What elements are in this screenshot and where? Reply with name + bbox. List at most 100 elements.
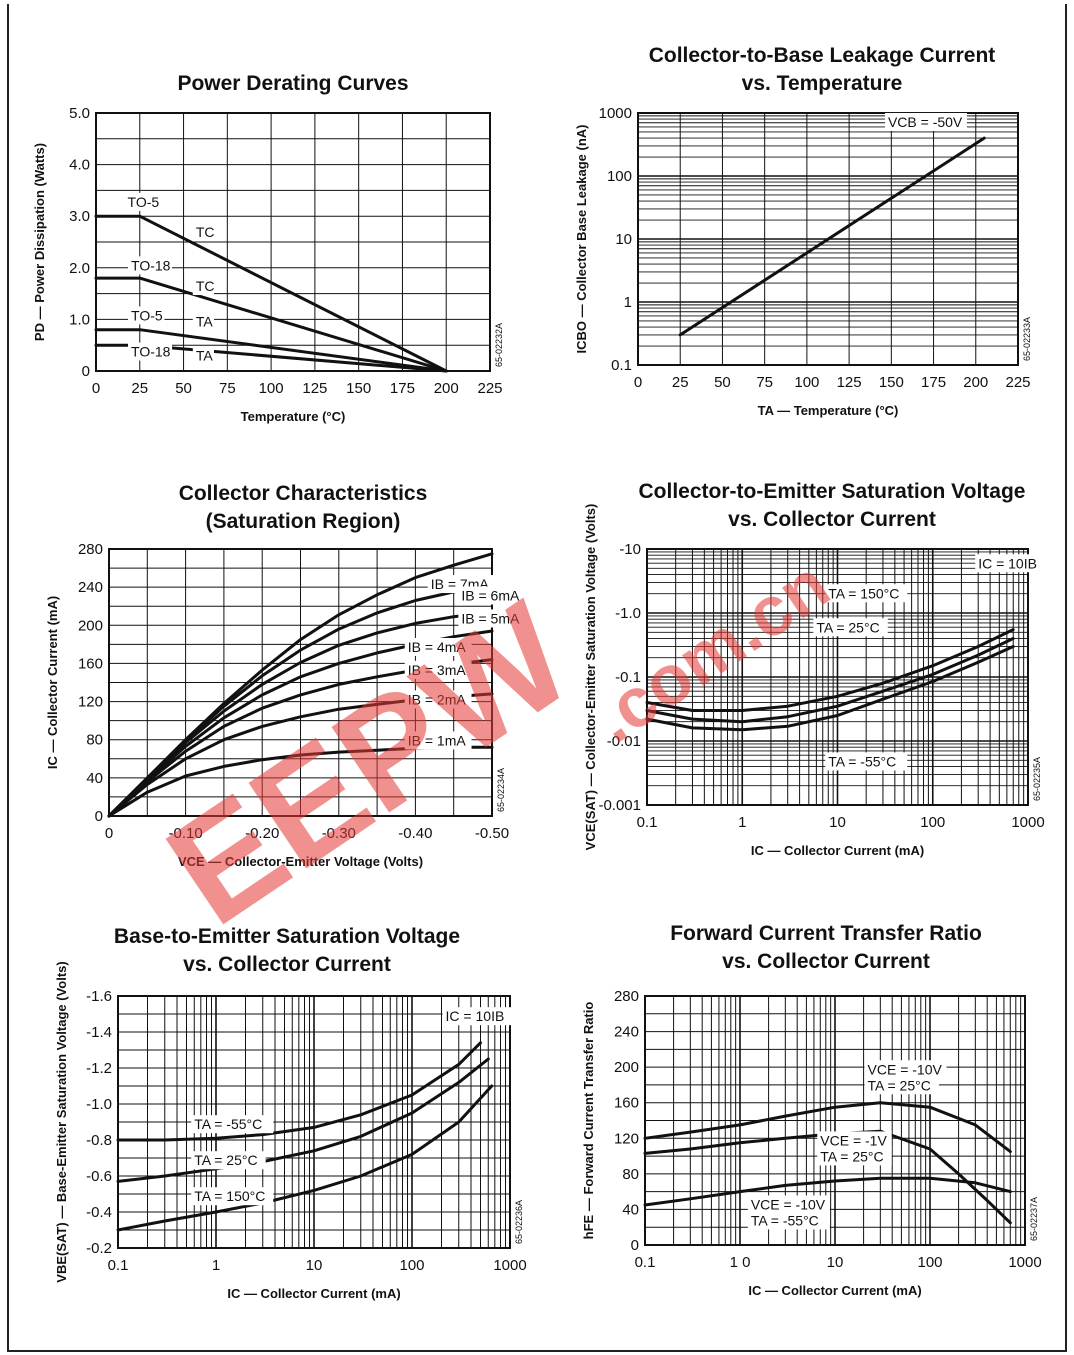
y-tick-label: -10 bbox=[619, 541, 641, 558]
series-line bbox=[645, 628, 1015, 712]
grid-lines bbox=[644, 995, 1025, 1246]
x-tick-label: 10 bbox=[827, 1254, 844, 1271]
annotation-label: VCE = -10V bbox=[868, 1061, 943, 1077]
x-tick-label: 1 bbox=[212, 1257, 220, 1274]
y-tick-label: 80 bbox=[86, 732, 103, 749]
x-axis-label: IC — Collector Current (mA) bbox=[748, 1283, 921, 1298]
plot-frame bbox=[644, 995, 1026, 1246]
y-tick-label: -0.2 bbox=[86, 1240, 112, 1257]
x-tick-label: 1000 bbox=[1011, 814, 1044, 831]
y-tick-label: -0.01 bbox=[607, 733, 641, 750]
y-tick-label: -0.001 bbox=[598, 797, 641, 814]
annotation-label: IB = 5mA bbox=[461, 610, 520, 626]
y-tick-label: 160 bbox=[78, 655, 103, 672]
plot-frame bbox=[117, 995, 511, 1249]
annotation-bg bbox=[128, 306, 165, 325]
annotation-label: TA bbox=[196, 348, 214, 364]
x-axis-label: Temperature (°C) bbox=[241, 409, 346, 424]
annotation-label: IB = 4mA bbox=[408, 639, 467, 655]
y-tick-label: 280 bbox=[78, 541, 103, 558]
annotation-label: VCE = -1V bbox=[820, 1132, 887, 1148]
x-tick-label: 175 bbox=[921, 374, 946, 391]
chart-subtitle: vs. Collector Current bbox=[728, 508, 936, 531]
x-axis-label: IC — Collector Current (mA) bbox=[227, 1286, 400, 1301]
annotation-bg bbox=[864, 1076, 939, 1095]
chart-title: Power Derating Curves bbox=[177, 72, 408, 95]
vbe-saturation-chart: Base-to-Emitter Saturation Voltage vs. Co… bbox=[54, 925, 527, 1301]
x-tick-label: 200 bbox=[434, 380, 459, 397]
vce-saturation-chart: Collector-to-Emitter Saturation Voltage v… bbox=[583, 480, 1050, 858]
annotation-bg bbox=[825, 584, 908, 603]
x-tick-label: 225 bbox=[477, 380, 502, 397]
x-tick-label: 0.1 bbox=[635, 1254, 656, 1271]
y-axis-label: hFE — Forward Current Transfer Ratio bbox=[581, 1002, 596, 1240]
annotation-bg bbox=[813, 618, 888, 637]
y-axis-label: VBE(SAT) — Base-Emitter Saturation Volta… bbox=[54, 961, 69, 1282]
series-line bbox=[645, 645, 1015, 732]
y-axis-label: PD — Power Dissipation (Watts) bbox=[32, 143, 47, 341]
x-tick-label: -0.20 bbox=[245, 825, 279, 842]
chart-subtitle: vs. Temperature bbox=[742, 72, 903, 95]
y-tick-label: 2.0 bbox=[69, 260, 90, 277]
annotation-bg bbox=[458, 609, 526, 628]
y-tick-label: 160 bbox=[614, 1095, 639, 1112]
annotation-label: TA bbox=[196, 314, 214, 330]
x-tick-label: 0.1 bbox=[108, 1257, 129, 1274]
grid-lines bbox=[637, 113, 1019, 366]
x-tick-label: 225 bbox=[1005, 374, 1030, 391]
y-tick-label: -1.0 bbox=[615, 605, 641, 622]
annotation-bg bbox=[825, 752, 908, 771]
annotation-bg bbox=[191, 1115, 274, 1134]
annotation-bg bbox=[747, 1195, 830, 1214]
plot-frame bbox=[646, 548, 1029, 806]
x-tick-label: 25 bbox=[131, 380, 148, 397]
x-tick-label: 1 bbox=[738, 814, 746, 831]
annotation-label: TO-18 bbox=[131, 257, 171, 273]
plot-frame bbox=[108, 548, 493, 817]
y-tick-label: 0 bbox=[82, 363, 90, 380]
x-tick-label: 0 bbox=[92, 380, 100, 397]
chart-title: Base-to-Emitter Saturation Voltage bbox=[114, 925, 460, 948]
annotation-label: TO-5 bbox=[131, 307, 163, 323]
annotation-bg bbox=[128, 342, 173, 361]
annotation-label: VCB = -50V bbox=[888, 114, 963, 130]
y-tick-label: -1.6 bbox=[86, 988, 112, 1005]
x-tick-label: 100 bbox=[259, 380, 284, 397]
power-derating-chart: Power Derating Curves 0 25 50 75 100 125 150 175… bbox=[32, 72, 504, 424]
annotation-bg bbox=[458, 586, 526, 605]
series-line bbox=[107, 610, 494, 818]
annotation-label: TO-5 bbox=[128, 194, 160, 210]
x-tick-label: 100 bbox=[399, 1257, 424, 1274]
annotation-label: TA = 150°C bbox=[828, 585, 899, 601]
annotation-label: TO-18 bbox=[131, 344, 171, 360]
x-tick-label: 100 bbox=[917, 1254, 942, 1271]
chart-title: Forward Current Transfer Ratio bbox=[670, 922, 982, 945]
y-tick-label: 1.0 bbox=[69, 311, 90, 328]
y-tick-label: -0.1 bbox=[615, 669, 641, 686]
annotation-bg bbox=[817, 1131, 892, 1150]
y-tick-label: 240 bbox=[614, 1024, 639, 1041]
x-tick-label: 175 bbox=[390, 380, 415, 397]
annotation-bg bbox=[191, 1187, 274, 1206]
y-tick-label: 120 bbox=[78, 694, 103, 711]
x-tick-label: 100 bbox=[920, 814, 945, 831]
figure-code: 65-02235A bbox=[1032, 757, 1042, 801]
annotation-bg bbox=[975, 554, 1050, 573]
annotation-label: IC = 10IB bbox=[978, 555, 1037, 571]
y-tick-label: 120 bbox=[614, 1130, 639, 1147]
y-axis-label: IC — Collector Current (mA) bbox=[45, 596, 60, 769]
y-tick-label: -0.6 bbox=[86, 1168, 112, 1185]
series-line bbox=[116, 1057, 490, 1183]
y-tick-label: -0.4 bbox=[86, 1204, 112, 1221]
y-tick-label: 0 bbox=[95, 808, 103, 825]
annotation-bg bbox=[404, 637, 472, 656]
y-tick-label: 1 bbox=[624, 294, 632, 311]
annotation-label: TA = -55°C bbox=[751, 1212, 819, 1228]
x-tick-label: 150 bbox=[346, 380, 371, 397]
hfe-chart: Forward Current Transfer Ratio vs. Collec… bbox=[581, 922, 1042, 1298]
annotation-label: IB = 6mA bbox=[461, 587, 520, 603]
y-tick-label: -1.0 bbox=[86, 1096, 112, 1113]
figure-code: 65-02236A bbox=[514, 1200, 524, 1244]
chart-subtitle: (Saturation Region) bbox=[206, 510, 401, 533]
x-tick-label: 1000 bbox=[493, 1257, 526, 1274]
